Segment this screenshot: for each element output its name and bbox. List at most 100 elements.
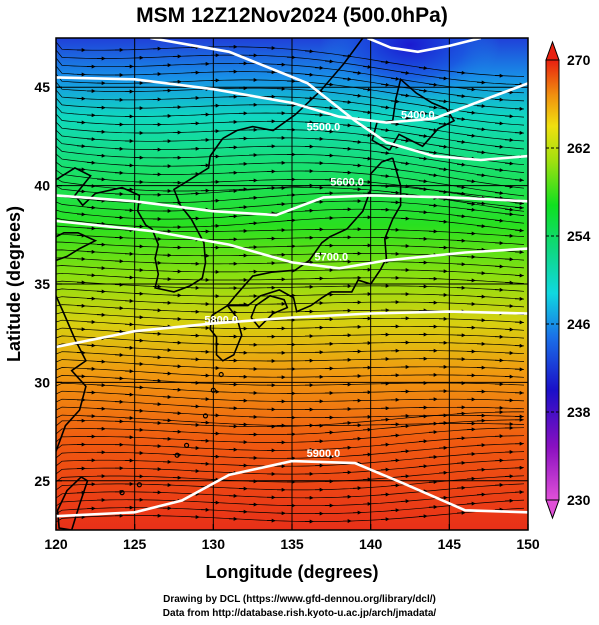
x-tick-label: 120: [44, 536, 68, 552]
flow-arrow: [418, 111, 428, 116]
flow-arrow: [380, 60, 390, 65]
flow-arrow: [362, 133, 372, 138]
flow-arrow: [362, 64, 372, 69]
flow-arrow: [400, 70, 410, 75]
flow-arrow: [514, 201, 524, 206]
x-tick-label: 125: [123, 536, 147, 552]
island: [218, 371, 224, 378]
island: [174, 452, 180, 458]
streamline: [56, 319, 525, 331]
colorbar-bottom-arrow: [545, 499, 560, 520]
flow-arrow: [418, 179, 428, 184]
flow-arrow: [466, 179, 476, 184]
colorbar-tick-label: 262: [567, 140, 591, 156]
streamline: [56, 483, 525, 499]
streamline: [56, 390, 525, 402]
flow-arrow: [466, 110, 476, 115]
streamline: [56, 375, 525, 386]
flow-arrow: [514, 228, 524, 233]
flow-arrow: [504, 161, 514, 166]
streamline: [56, 129, 525, 166]
streamline: [56, 65, 525, 102]
streamline: [56, 208, 525, 224]
island: [210, 387, 216, 393]
flow-arrow: [342, 77, 352, 82]
flow-arrow: [466, 201, 476, 206]
streamline: [56, 507, 525, 523]
streamlines: [56, 41, 525, 524]
cold-core: [320, 38, 500, 100]
height-contour: [56, 459, 528, 518]
flow-arrow: [456, 70, 466, 75]
coast-china-north: [56, 166, 153, 230]
flow-arrow: [352, 139, 362, 144]
coast-kyushu: [209, 304, 243, 362]
y-tick-label: 30: [34, 374, 50, 390]
flow-arrow: [494, 168, 504, 173]
contour-label: 5600.0: [330, 177, 364, 189]
flow-arrow: [418, 88, 428, 93]
flow-arrow: [352, 70, 362, 75]
flow-arrow: [456, 214, 466, 219]
colorbar-tick-label: 246: [567, 316, 591, 332]
streamline: [56, 367, 525, 378]
flow-arrow: [428, 150, 438, 155]
colorbar-tick-label: 270: [567, 52, 591, 68]
contour-label: 5700.0: [315, 251, 349, 263]
flow-arrow: [380, 105, 390, 110]
flow-arrow: [476, 150, 486, 155]
colorbar-tick-label: 254: [567, 228, 591, 244]
coast-china-south: [56, 295, 87, 452]
y-tick-label: 25: [34, 473, 50, 489]
credit-drawing: Drawing by DCL (https://www.gfd-dennou.o…: [163, 594, 436, 605]
flow-arrow: [494, 191, 504, 196]
streamline: [56, 89, 525, 126]
streamline: [56, 451, 525, 467]
island: [136, 482, 142, 488]
contour-label: 5900.0: [307, 448, 341, 460]
x-axis-label: Longitude (degrees): [205, 562, 378, 582]
y-axis-ticks: 25 30 35 40 45: [34, 79, 62, 489]
flow-arrow: [456, 191, 466, 196]
streamline: [56, 105, 525, 142]
coast-shikoku: [250, 294, 289, 329]
flow-arrow: [418, 66, 428, 71]
coast-korea: [151, 137, 224, 293]
flow-arrow: [494, 218, 504, 223]
streamline: [56, 499, 525, 515]
flow-arrow: [380, 82, 390, 87]
colorbar-tick-label: 238: [567, 404, 591, 420]
flow-arrow: [466, 133, 476, 138]
flow-arrow: [324, 59, 334, 64]
flow-arrow: [428, 105, 438, 110]
flow-arrow: [456, 139, 466, 144]
contour-label: 5500.0: [307, 121, 341, 133]
flow-arrow: [380, 151, 390, 156]
flow-arrow: [456, 185, 466, 190]
flow-arrow: [504, 184, 514, 189]
streamline: [56, 137, 525, 173]
flow-arrow: [428, 173, 438, 178]
streamline: [56, 161, 525, 197]
flow-arrow: [438, 167, 448, 172]
y-tick-label: 45: [34, 79, 50, 95]
flow-arrow: [466, 207, 476, 212]
x-tick-label: 130: [202, 536, 226, 552]
map-panel: 5400.0 5500.0 5600.0 5700.0 5800.0 5900.0: [56, 38, 528, 530]
streamline: [56, 411, 524, 428]
flow-arrow: [456, 117, 466, 122]
streamline: [56, 57, 525, 94]
streamline: [56, 153, 525, 189]
chart-title: MSM 12Z12Nov2024 (500.0hPa): [136, 4, 448, 27]
contour-labels: 5400.0 5500.0 5600.0 5700.0 5800.0 5900.0: [204, 110, 434, 460]
x-tick-label: 150: [516, 536, 540, 552]
y-tick-label: 35: [34, 276, 50, 292]
flow-arrow: [428, 82, 438, 87]
streamline: [56, 113, 525, 150]
streamline: [56, 343, 525, 355]
flow-arrow: [438, 76, 448, 81]
streamline: [56, 398, 525, 410]
x-axis-ticks: 120 125 130 135 140 145 150: [44, 524, 540, 552]
coast-russia: [222, 38, 364, 140]
